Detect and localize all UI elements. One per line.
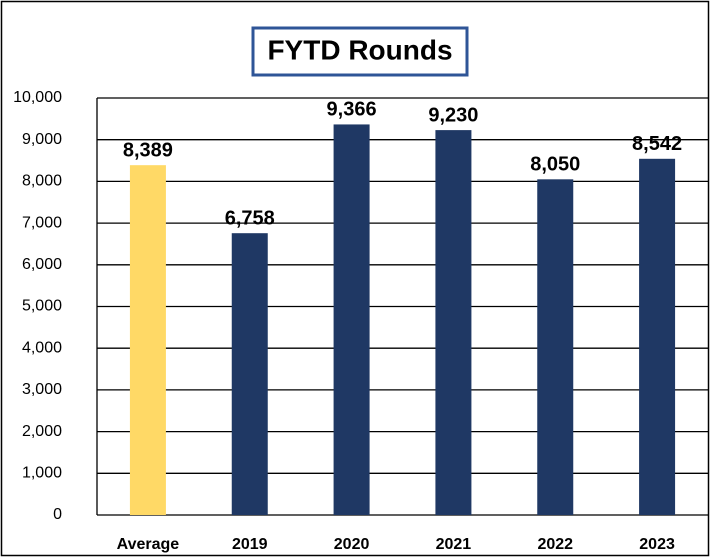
chart-title: FYTD Rounds [267,34,452,65]
bar [639,158,676,516]
value-label: 8,389 [123,139,173,161]
y-tick-label: 1,000 [22,465,62,482]
x-tick-label: 2022 [537,536,573,553]
title-box [251,26,469,77]
y-tick-label: 8,000 [22,173,62,190]
y-tick-label: 10,000 [13,89,62,106]
bar [435,130,472,515]
bar [333,124,370,515]
x-tick-label: 2023 [639,536,675,553]
y-tick-label: 0 [53,506,62,523]
x-tick-label: 2020 [334,536,370,553]
value-label: 9,366 [327,99,377,121]
value-label: 8,542 [632,133,682,155]
bar [129,165,166,515]
y-tick-label: 7,000 [22,214,62,231]
y-tick-label: 4,000 [22,339,62,356]
x-tick-label: 2019 [232,536,268,553]
y-tick-label: 5,000 [22,298,62,315]
x-tick-label: Average [117,536,180,553]
y-tick-label: 6,000 [22,256,62,273]
y-tick-label: 9,000 [22,131,62,148]
y-tick-label: 2,000 [22,423,62,440]
y-tick-label: 3,000 [22,381,62,398]
value-label: 9,230 [428,104,478,126]
value-label: 8,050 [530,154,580,176]
bar [231,233,268,515]
bar [537,179,574,515]
value-label: 6,758 [225,207,275,229]
x-tick-label: 2021 [436,536,472,553]
